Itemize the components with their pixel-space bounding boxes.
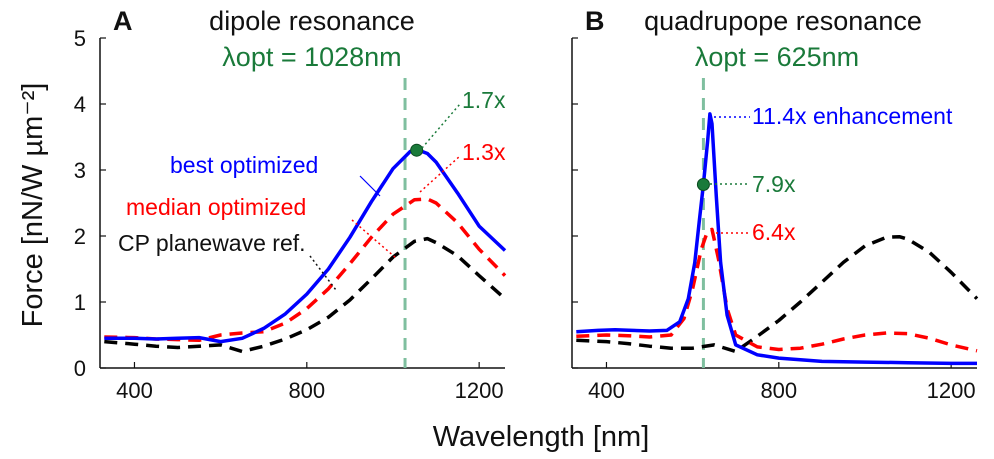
annotation-1-7x: 1.7x [462, 87, 506, 113]
x-axis-label: Wavelength [nm] [433, 421, 650, 453]
panel-a-x-tick-label: 800 [288, 378, 325, 403]
panel-a: A dipole resonance λopt = 1028nm 400 800 1… [74, 6, 507, 403]
panel-a-y-tick-label: 2 [74, 224, 86, 249]
panel-a-x-tick-label: 1200 [455, 378, 504, 403]
annotation-11-4x: 11.4x enhancement [752, 103, 953, 129]
annotation-1-3x: 1.3x [462, 139, 506, 165]
panel-b-title: quadrupope resonance [644, 6, 922, 36]
panel-b-x-tick-label: 1200 [927, 378, 976, 403]
y-axis-label: Force [nN/W µm⁻²] [17, 83, 49, 328]
panel-a-series-median-optimized [104, 197, 507, 343]
panel-a-y-tick-label: 0 [74, 356, 86, 381]
annotation-7-9x: 7.9x [752, 171, 796, 197]
panel-a-x-tick-label: 400 [116, 378, 153, 403]
panel-a-series-cp-planewave [104, 236, 507, 354]
panel-a-y-tick-label: 1 [74, 290, 86, 315]
panel-b-marker-1 [696, 178, 710, 192]
annotation-1-7x-leader [421, 103, 461, 149]
panel-b-lambda-opt: λopt = 625nm [695, 42, 859, 72]
panel-a-series-best-optimized [104, 148, 507, 344]
panel-b-x-tick-label: 400 [588, 378, 625, 403]
panel-a-plot: 400 800 1200 0 1 2 3 4 5 [74, 26, 507, 403]
legend-cp-leader [309, 255, 337, 291]
legend-median-optimized: median optimized [126, 194, 306, 220]
panel-a-y-tick-label: 3 [74, 158, 86, 183]
panel-b-plot: 400 800 1200 [571, 37, 979, 403]
panel-b-letter: B [585, 6, 605, 36]
panel-a-y-tick-label: 4 [74, 92, 86, 117]
legend-best-optimized: best optimized [170, 152, 318, 178]
annotation-1-3x-leader [419, 155, 461, 193]
legend-cp-planewave: CP planewave ref. [118, 230, 306, 256]
panel-a-letter: A [113, 6, 133, 36]
panel-a-lambda-opt: λopt = 1028nm [222, 42, 401, 72]
annotation-6-4x: 6.4x [752, 219, 796, 245]
panel-b-series-best-optimized [576, 112, 977, 366]
panel-a-title: dipole resonance [209, 6, 415, 36]
panel-a-marker-0 [410, 143, 424, 157]
panel-b-x-tick-label: 800 [760, 378, 797, 403]
legend-best-leader [359, 175, 381, 197]
panel-b-series-median-optimized [576, 227, 978, 353]
panel-a-y-tick-label: 5 [74, 26, 86, 51]
panel-b: B quadrupope resonance λopt = 625nm 400 8… [571, 6, 979, 403]
